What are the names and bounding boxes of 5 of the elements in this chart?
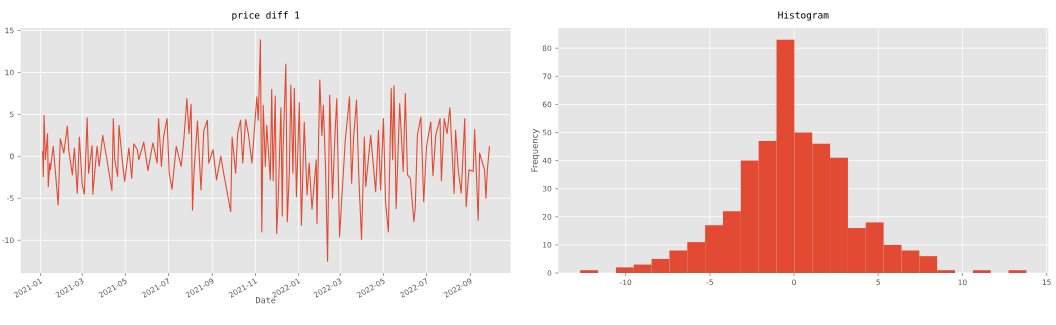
chart-title: Histogram: [778, 11, 829, 21]
x-axis-title: Date: [256, 297, 276, 304]
line-series: [42, 39, 491, 262]
y-axis-title: Frequency: [531, 128, 540, 172]
chart-title: price diff 1: [232, 11, 300, 21]
